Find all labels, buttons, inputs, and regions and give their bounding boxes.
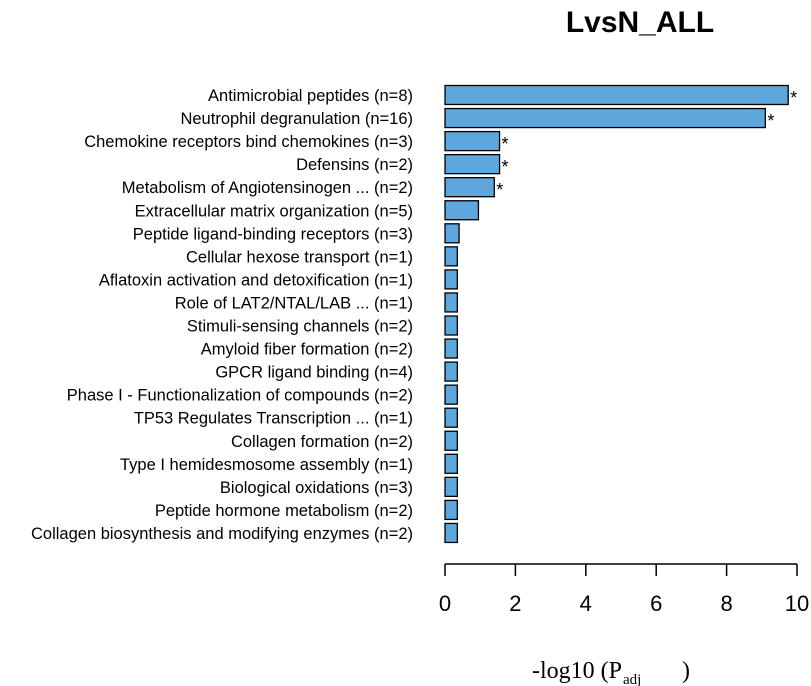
bar <box>444 153 501 175</box>
bar <box>444 130 501 152</box>
bar <box>444 430 458 451</box>
bar <box>444 476 458 498</box>
category-label: Role of LAT2/NTAL/LAB ... (n=1) <box>175 294 413 312</box>
bar <box>444 384 458 405</box>
category-label: Chemokine receptors bind chemokines (n=3… <box>84 133 413 151</box>
category-label: Peptide hormone metabolism (n=2) <box>155 502 413 520</box>
bar <box>444 177 495 198</box>
bar <box>444 84 789 106</box>
bar <box>444 200 480 221</box>
category-label: Amyloid fiber formation (n=2) <box>201 341 413 359</box>
category-label: Cellular hexose transport (n=1) <box>186 248 413 266</box>
category-label: Collagen biosynthesis and modifying enzy… <box>31 525 413 543</box>
x-tick-label: 6 <box>650 591 662 616</box>
category-label: Metabolism of Angiotensinogen ... (n=2) <box>122 179 413 197</box>
category-label: Collagen formation (n=2) <box>231 433 413 451</box>
category-labels: Antimicrobial peptides (n=8) Neutrophil d… <box>31 87 413 543</box>
bar <box>444 522 458 544</box>
bar <box>444 361 458 382</box>
bar <box>444 338 458 359</box>
x-tick-label: 2 <box>509 591 521 616</box>
category-label: Antimicrobial peptides (n=8) <box>208 87 413 105</box>
bar <box>444 223 460 244</box>
category-label: Extracellular matrix organization (n=5) <box>135 202 413 220</box>
significance-markers: * * * * * <box>496 88 797 200</box>
significance-marker: * <box>496 180 503 200</box>
category-label: Aflatoxin activation and detoxification … <box>99 271 413 289</box>
significance-marker: * <box>767 111 774 131</box>
x-axis: 0 2 4 6 8 10 <box>439 563 809 616</box>
category-label: Defensins (n=2) <box>296 156 413 174</box>
x-tick-label: 10 <box>785 591 809 616</box>
bar <box>444 246 458 267</box>
significance-marker: * <box>790 88 797 108</box>
bar <box>444 292 458 313</box>
bar <box>444 269 458 290</box>
bar <box>444 407 458 428</box>
bar <box>444 499 458 521</box>
x-tick-label: 4 <box>580 591 592 616</box>
category-label: TP53 Regulates Transcription ... (n=1) <box>134 410 413 428</box>
bar <box>444 453 458 474</box>
category-label: GPCR ligand binding (n=4) <box>215 364 413 382</box>
category-label: Biological oxidations (n=3) <box>220 479 413 497</box>
x-axis-label-close: ) <box>682 658 690 684</box>
significance-marker: * <box>502 157 509 177</box>
x-axis-label-subscript: adj <box>623 672 641 686</box>
bars <box>444 84 789 544</box>
x-tick-label: 8 <box>720 591 732 616</box>
x-axis-label-main: -log10 (P <box>532 658 622 684</box>
significance-marker: * <box>502 134 509 154</box>
bar <box>444 107 766 129</box>
category-label: Phase I - Functionalization of compounds… <box>67 387 413 405</box>
x-tick-label: 0 <box>439 591 451 616</box>
category-label: Neutrophil degranulation (n=16) <box>180 110 413 128</box>
category-label: Type I hemidesmosome assembly (n=1) <box>120 456 413 474</box>
x-axis-label: -log10 (P <box>532 658 622 684</box>
bar <box>444 315 458 336</box>
category-label: Peptide ligand-binding receptors (n=3) <box>133 225 413 243</box>
category-label: Stimuli-sensing channels (n=2) <box>187 318 413 336</box>
chart-title: LvsN_ALL <box>566 6 714 39</box>
